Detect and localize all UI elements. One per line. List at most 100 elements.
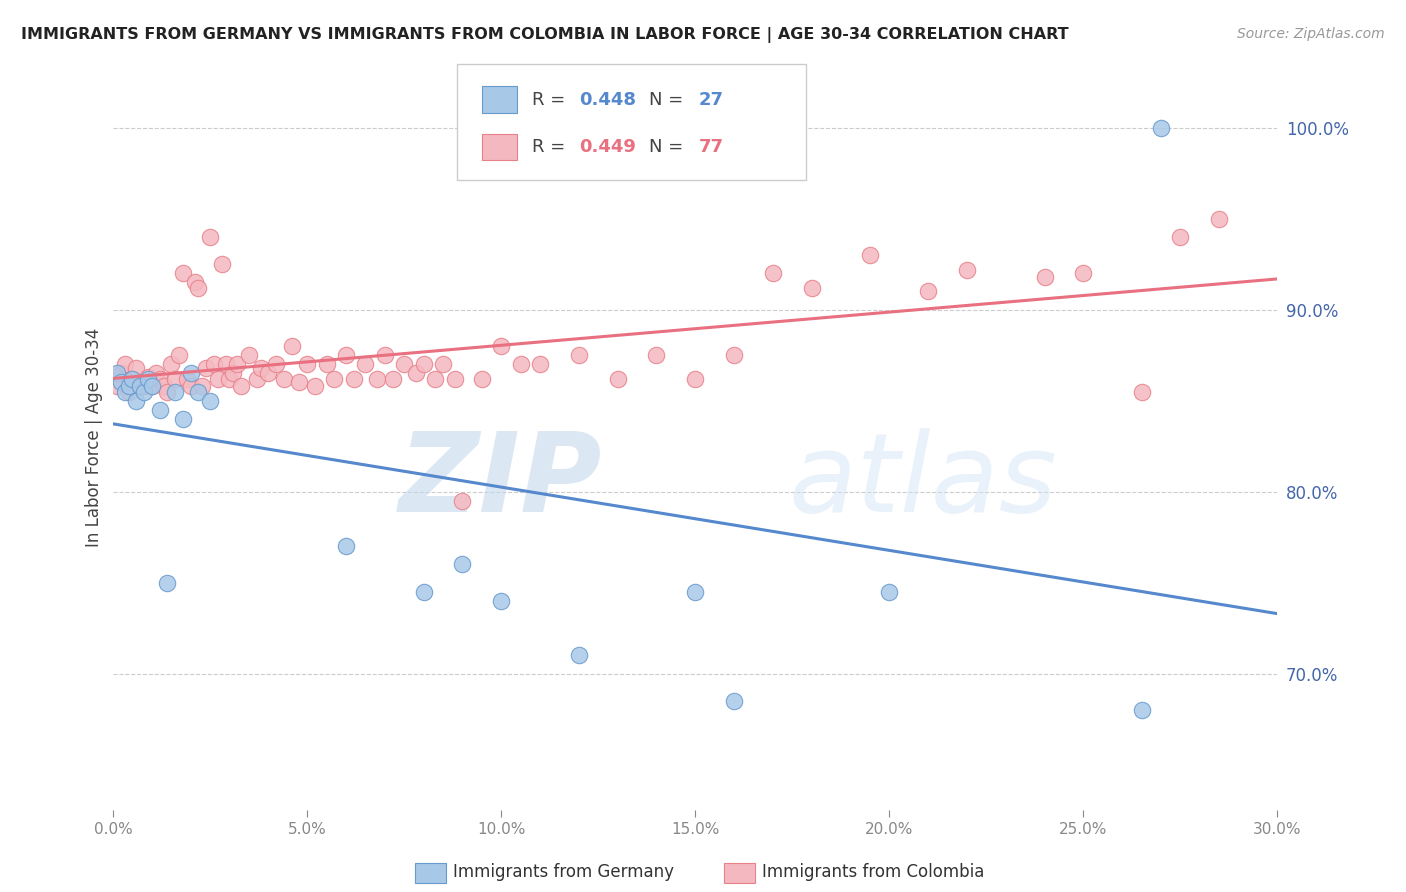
Point bbox=[165, 384, 187, 399]
FancyBboxPatch shape bbox=[482, 87, 517, 113]
Point bbox=[280, 339, 302, 353]
Point bbox=[879, 584, 901, 599]
Point bbox=[335, 539, 357, 553]
Point bbox=[1208, 211, 1230, 226]
Point bbox=[1033, 269, 1056, 284]
Point bbox=[1073, 266, 1095, 280]
Point bbox=[110, 367, 132, 381]
Point bbox=[117, 384, 139, 399]
Point bbox=[114, 384, 136, 399]
Text: R =: R = bbox=[533, 91, 571, 109]
Point bbox=[121, 372, 143, 386]
Point bbox=[114, 357, 136, 371]
Point bbox=[1130, 703, 1153, 717]
Point bbox=[392, 357, 415, 371]
Point bbox=[956, 262, 979, 277]
Point bbox=[165, 372, 187, 386]
Text: ZIP: ZIP bbox=[399, 428, 602, 535]
Point bbox=[172, 266, 194, 280]
Point bbox=[180, 367, 202, 381]
Point bbox=[606, 372, 628, 386]
Point bbox=[202, 357, 225, 371]
Point bbox=[295, 357, 318, 371]
Point bbox=[425, 372, 447, 386]
Point bbox=[214, 357, 236, 371]
FancyBboxPatch shape bbox=[457, 64, 806, 179]
Point bbox=[187, 281, 209, 295]
Point bbox=[264, 357, 287, 371]
Point bbox=[125, 360, 148, 375]
Point bbox=[218, 372, 240, 386]
Point bbox=[180, 379, 202, 393]
Point bbox=[222, 367, 245, 381]
Point bbox=[176, 372, 198, 386]
Point bbox=[412, 584, 434, 599]
Point bbox=[207, 372, 229, 386]
Point bbox=[136, 372, 159, 386]
Point bbox=[335, 348, 357, 362]
Point bbox=[121, 372, 143, 386]
Point bbox=[198, 230, 221, 244]
Point bbox=[451, 493, 474, 508]
Point bbox=[412, 357, 434, 371]
Point bbox=[859, 248, 882, 262]
Point bbox=[257, 367, 280, 381]
Point bbox=[381, 372, 404, 386]
Text: IMMIGRANTS FROM GERMANY VS IMMIGRANTS FROM COLOMBIA IN LABOR FORCE | AGE 30-34 C: IMMIGRANTS FROM GERMANY VS IMMIGRANTS FR… bbox=[21, 27, 1069, 43]
Point bbox=[405, 367, 427, 381]
Point bbox=[129, 376, 152, 390]
Point bbox=[156, 384, 179, 399]
Point bbox=[451, 558, 474, 572]
Point bbox=[800, 281, 823, 295]
Point bbox=[249, 360, 271, 375]
Point bbox=[141, 379, 163, 393]
Text: N =: N = bbox=[648, 91, 689, 109]
Point bbox=[489, 594, 512, 608]
Point bbox=[226, 357, 249, 371]
Text: Source: ZipAtlas.com: Source: ZipAtlas.com bbox=[1237, 27, 1385, 41]
Point bbox=[288, 376, 311, 390]
Point bbox=[132, 379, 155, 393]
Point bbox=[432, 357, 454, 371]
Point bbox=[129, 379, 152, 393]
Point bbox=[509, 357, 531, 371]
Point bbox=[1170, 230, 1192, 244]
Text: Immigrants from Germany: Immigrants from Germany bbox=[453, 863, 673, 881]
Point bbox=[1130, 384, 1153, 399]
Point bbox=[183, 276, 205, 290]
Point bbox=[117, 379, 139, 393]
Point bbox=[529, 357, 551, 371]
Text: R =: R = bbox=[533, 138, 571, 156]
Point bbox=[132, 384, 155, 399]
Point bbox=[323, 372, 346, 386]
Point bbox=[198, 393, 221, 408]
Point bbox=[149, 402, 172, 417]
Point bbox=[145, 367, 167, 381]
Point bbox=[110, 376, 132, 390]
Point bbox=[762, 266, 785, 280]
Point bbox=[471, 372, 494, 386]
Point bbox=[366, 372, 388, 386]
Text: N =: N = bbox=[648, 138, 689, 156]
Point bbox=[105, 367, 128, 381]
Text: 0.449: 0.449 bbox=[579, 138, 636, 156]
Point bbox=[917, 285, 939, 299]
Point bbox=[685, 584, 707, 599]
Point bbox=[211, 257, 233, 271]
Point bbox=[723, 694, 745, 708]
FancyBboxPatch shape bbox=[482, 134, 517, 161]
Point bbox=[160, 357, 183, 371]
Point bbox=[136, 370, 159, 384]
Point bbox=[195, 360, 218, 375]
Point bbox=[231, 379, 253, 393]
Point bbox=[489, 339, 512, 353]
Point bbox=[304, 379, 326, 393]
Point bbox=[191, 379, 214, 393]
Text: Immigrants from Colombia: Immigrants from Colombia bbox=[762, 863, 984, 881]
Point bbox=[149, 372, 172, 386]
Text: 0.448: 0.448 bbox=[579, 91, 636, 109]
Point bbox=[443, 372, 465, 386]
Point bbox=[105, 379, 128, 393]
Point bbox=[156, 575, 179, 590]
Point bbox=[568, 348, 591, 362]
